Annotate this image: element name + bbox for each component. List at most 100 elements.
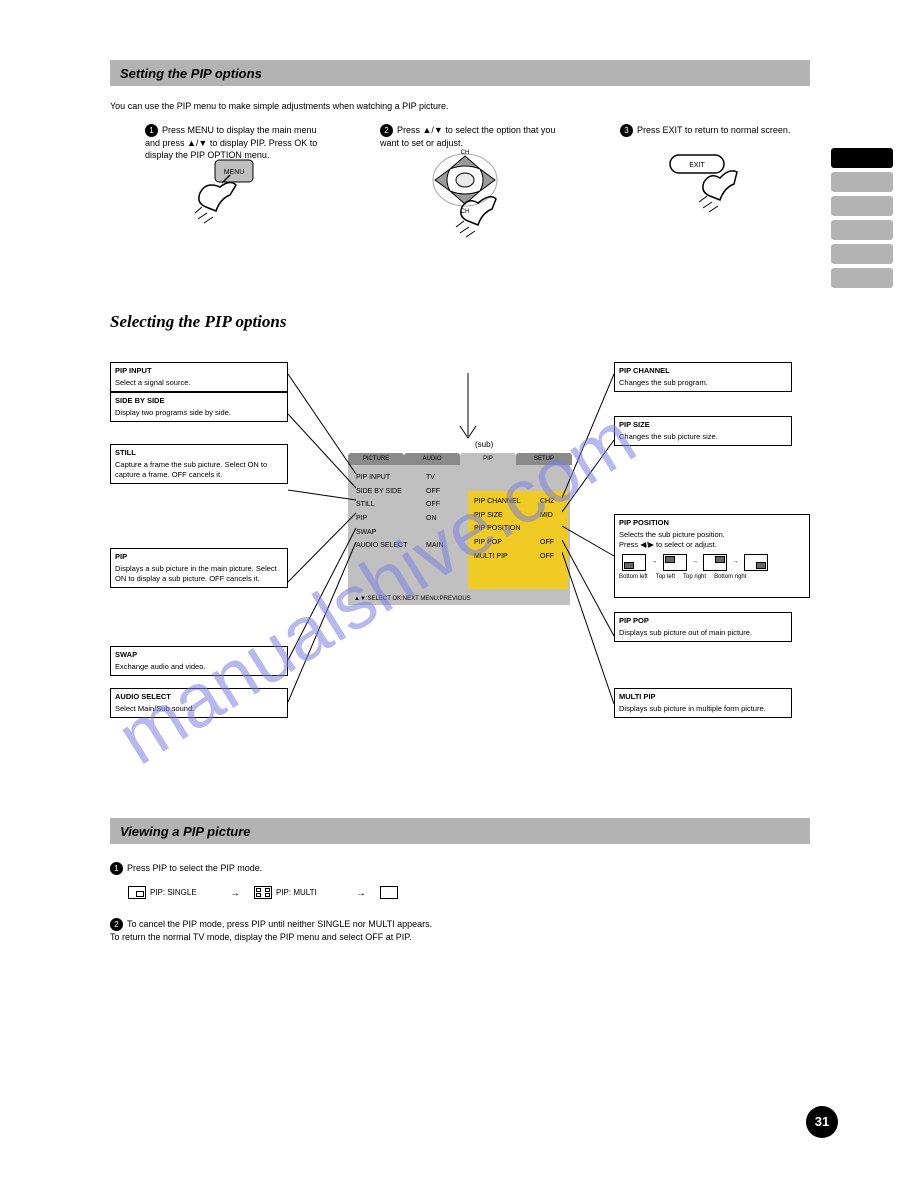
callout-multi-pip: MULTI PIP Displays sub picture in multip… — [614, 688, 792, 718]
callout-pip-pop: PIP POP Displays sub picture out of main… — [614, 612, 792, 642]
step-text: Press PIP to select the PIP mode. — [127, 863, 262, 873]
callout-text: Capture a frame the sub picture. Select … — [115, 460, 283, 480]
callout-title: STILL — [115, 448, 283, 458]
menu-highlight: PIP CHANNEL PIP SIZE PIP POSITION PIP PO… — [468, 491, 568, 589]
callout-pip-position: PIP POSITION Selects the sub picture pos… — [614, 514, 810, 598]
arrow-down-icon — [438, 368, 508, 458]
menu-tab: SETUP — [516, 453, 572, 465]
callout-audio: AUDIO SELECT Select Main/Sub sound. — [110, 688, 288, 718]
side-tab — [831, 268, 893, 288]
pos-label: Bottom right — [714, 573, 746, 581]
arrow-label: (sub) — [475, 440, 493, 449]
arrow-icon: → — [356, 888, 366, 899]
viewing-step-1: 1 Press PIP to select the PIP mode. — [110, 862, 810, 875]
menu-button-illustration: MENU — [190, 155, 270, 235]
menu-diagram: PICTURE AUDIO PIP SETUP PIP INPUT SIDE B… — [348, 465, 570, 605]
section-title: Selecting the PIP options — [110, 312, 286, 332]
menu-val: TV — [426, 471, 444, 485]
viewing-step-2: 2To cancel the PIP mode, press PIP until… — [110, 918, 810, 943]
menu-sub-row: PIP POP — [474, 536, 521, 550]
menu-sub-row: PIP POSITION — [474, 522, 521, 536]
side-tab — [831, 196, 893, 216]
side-tab — [831, 244, 893, 264]
step-number: 1 — [110, 862, 123, 875]
callout-pip: PIP Displays a sub picture in the main p… — [110, 548, 288, 588]
menu-sub-val — [540, 522, 554, 536]
svg-text:MENU: MENU — [224, 169, 245, 176]
header-text: Setting the PIP options — [120, 66, 262, 81]
callout-text: Displays sub picture in multiple form pi… — [619, 704, 787, 714]
pip-mode-multi: PIP: MULTI — [254, 886, 317, 899]
side-tab-active — [831, 148, 893, 168]
menu-sub-row: PIP SIZE — [474, 509, 521, 523]
menu-row: AUDIO SELECT — [356, 539, 407, 553]
callout-text: Displays sub picture out of main picture… — [619, 628, 787, 638]
callout-text: Exchange audio and video. — [115, 662, 283, 672]
menu-sub-row: MULTI PIP — [474, 550, 521, 564]
menu-sub-val: OFF — [540, 536, 554, 550]
callout-text: Displays a sub picture in the main pictu… — [115, 564, 283, 584]
callout-text: Changes the sub program. — [619, 378, 787, 388]
callout-title: PIP SIZE — [619, 420, 787, 430]
step-text: To cancel the PIP mode, press PIP until … — [110, 919, 432, 942]
menu-row: STILL — [356, 498, 407, 512]
section-header-viewing: Viewing a PIP picture — [110, 818, 810, 844]
menu-row: SWAP — [356, 526, 407, 540]
callout-pip-channel: PIP CHANNEL Changes the sub program. — [614, 362, 792, 392]
menu-footer: ▲▼:SELECT OK:NEXT MENU:PREVIOUS — [354, 596, 471, 602]
step-number: 2 — [110, 918, 123, 931]
callout-title: PIP — [115, 552, 283, 562]
menu-sub-val: CH2 — [540, 495, 554, 509]
callout-text: Select Main/Sub sound. — [115, 704, 283, 714]
callout-swap: SWAP Exchange audio and video. — [110, 646, 288, 676]
callout-text: Selects the sub picture position.Press ◀… — [619, 530, 805, 550]
menu-row: SIDE BY SIDE — [356, 485, 407, 499]
menu-row: PIP INPUT — [356, 471, 407, 485]
callout-pip-size: PIP SIZE Changes the sub picture size. — [614, 416, 792, 446]
step-3: 3 Press EXIT to return to normal screen. — [620, 124, 800, 137]
step-number: 1 — [145, 124, 158, 137]
pos-label: Top left — [656, 573, 675, 581]
menu-tab: PICTURE — [348, 453, 404, 465]
menu-sub-val: MID — [540, 509, 554, 523]
dpad-illustration: CH CH — [420, 145, 520, 245]
menu-val: OFF — [426, 485, 444, 499]
exit-button-illustration: EXIT — [665, 150, 755, 220]
menu-val: ON — [426, 512, 444, 526]
svg-text:CH: CH — [461, 209, 470, 215]
menu-val: OFF — [426, 498, 444, 512]
callout-pip-input: PIP INPUT Select a signal source. — [110, 362, 288, 392]
step-number: 2 — [380, 124, 393, 137]
step-text: Press EXIT to return to normal screen. — [637, 125, 790, 135]
callout-still: STILL Capture a frame the sub picture. S… — [110, 444, 288, 484]
page-number: 31 — [806, 1106, 838, 1138]
pip-mode-label — [402, 888, 404, 897]
side-tab — [831, 172, 893, 192]
callout-title: PIP POSITION — [619, 518, 805, 528]
side-tab-strip — [831, 148, 893, 292]
pip-mode-off — [380, 886, 404, 899]
arrow-icon: → — [230, 888, 240, 899]
side-tab — [831, 220, 893, 240]
pos-label: Top right — [683, 573, 706, 581]
pip-mode-label: PIP: MULTI — [276, 888, 317, 897]
callout-title: MULTI PIP — [619, 692, 787, 702]
callout-title: SWAP — [115, 650, 283, 660]
callout-title: SIDE BY SIDE — [115, 396, 283, 406]
svg-text:CH: CH — [461, 150, 470, 156]
callout-title: AUDIO SELECT — [115, 692, 283, 702]
menu-val: MAIN — [426, 539, 444, 553]
callout-title: PIP POP — [619, 616, 787, 626]
pos-label: Bottom left — [619, 573, 648, 581]
callout-title: PIP CHANNEL — [619, 366, 787, 376]
menu-sub-val: OFF — [540, 550, 554, 564]
pip-mode-label: PIP: SINGLE — [150, 888, 197, 897]
header-text: Viewing a PIP picture — [120, 824, 251, 839]
callout-text: Select a signal source. — [115, 378, 283, 388]
svg-text:EXIT: EXIT — [689, 162, 705, 169]
menu-sub-row: PIP CHANNEL — [474, 495, 521, 509]
callout-title: PIP INPUT — [115, 366, 283, 376]
pip-mode-single: PIP: SINGLE — [128, 886, 197, 899]
step-number: 3 — [620, 124, 633, 137]
menu-row: PIP — [356, 512, 407, 526]
